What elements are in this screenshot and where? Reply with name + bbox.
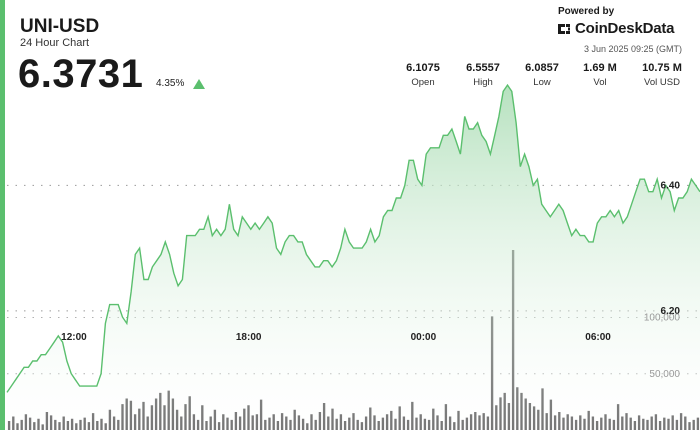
stat-label: Low [533,77,551,88]
y-tick-label: 6.20 [661,306,681,317]
up-triangle-icon [193,79,205,89]
stat-vol: 1.69 M Vol [578,62,622,88]
price-change: 4.35% [156,78,185,89]
stat-vol-usd: 10.75 M Vol USD [636,62,688,88]
stat-high: 6.5557 High [460,62,506,88]
x-tick-label: 06:00 [585,332,611,343]
volume-tick-label: 50,000 [649,369,680,380]
brand-logo[interactable]: CoinDeskData [556,20,674,37]
stat-value: 1.69 M [583,62,617,74]
price-area [7,85,700,430]
pair-title: UNI-USD [20,16,100,37]
brand-name: CoinDeskData [575,20,675,37]
stat-value: 10.75 M [642,62,682,74]
price-line [6,83,700,393]
stat-label: High [473,77,493,88]
stat-low: 6.0857 Low [520,62,564,88]
timestamp: 3 Jun 2025 09:25 (GMT) [583,44,682,54]
chart-subtitle: 24 Hour Chart [20,37,90,49]
current-price: 6.3731 [18,52,144,96]
stat-label: Vol [593,77,607,88]
coindesk-logo-icon [558,23,570,34]
volume-tick-label: 100,000 [644,313,681,324]
x-tick-label: 12:00 [61,332,87,343]
stat-label: Open [411,77,435,88]
powered-by-label: Powered by [558,6,615,17]
stat-value: 6.1075 [406,62,440,74]
x-tick-label: 00:00 [411,332,437,343]
stat-value: 6.5557 [466,62,500,74]
x-tick-label: 18:00 [236,332,262,343]
accent-bar [0,0,5,430]
y-tick-label: 6.40 [661,180,681,191]
stat-label: Vol USD [644,77,680,88]
stat-open: 6.1075 Open [402,62,444,88]
stat-value: 6.0857 [525,62,559,74]
